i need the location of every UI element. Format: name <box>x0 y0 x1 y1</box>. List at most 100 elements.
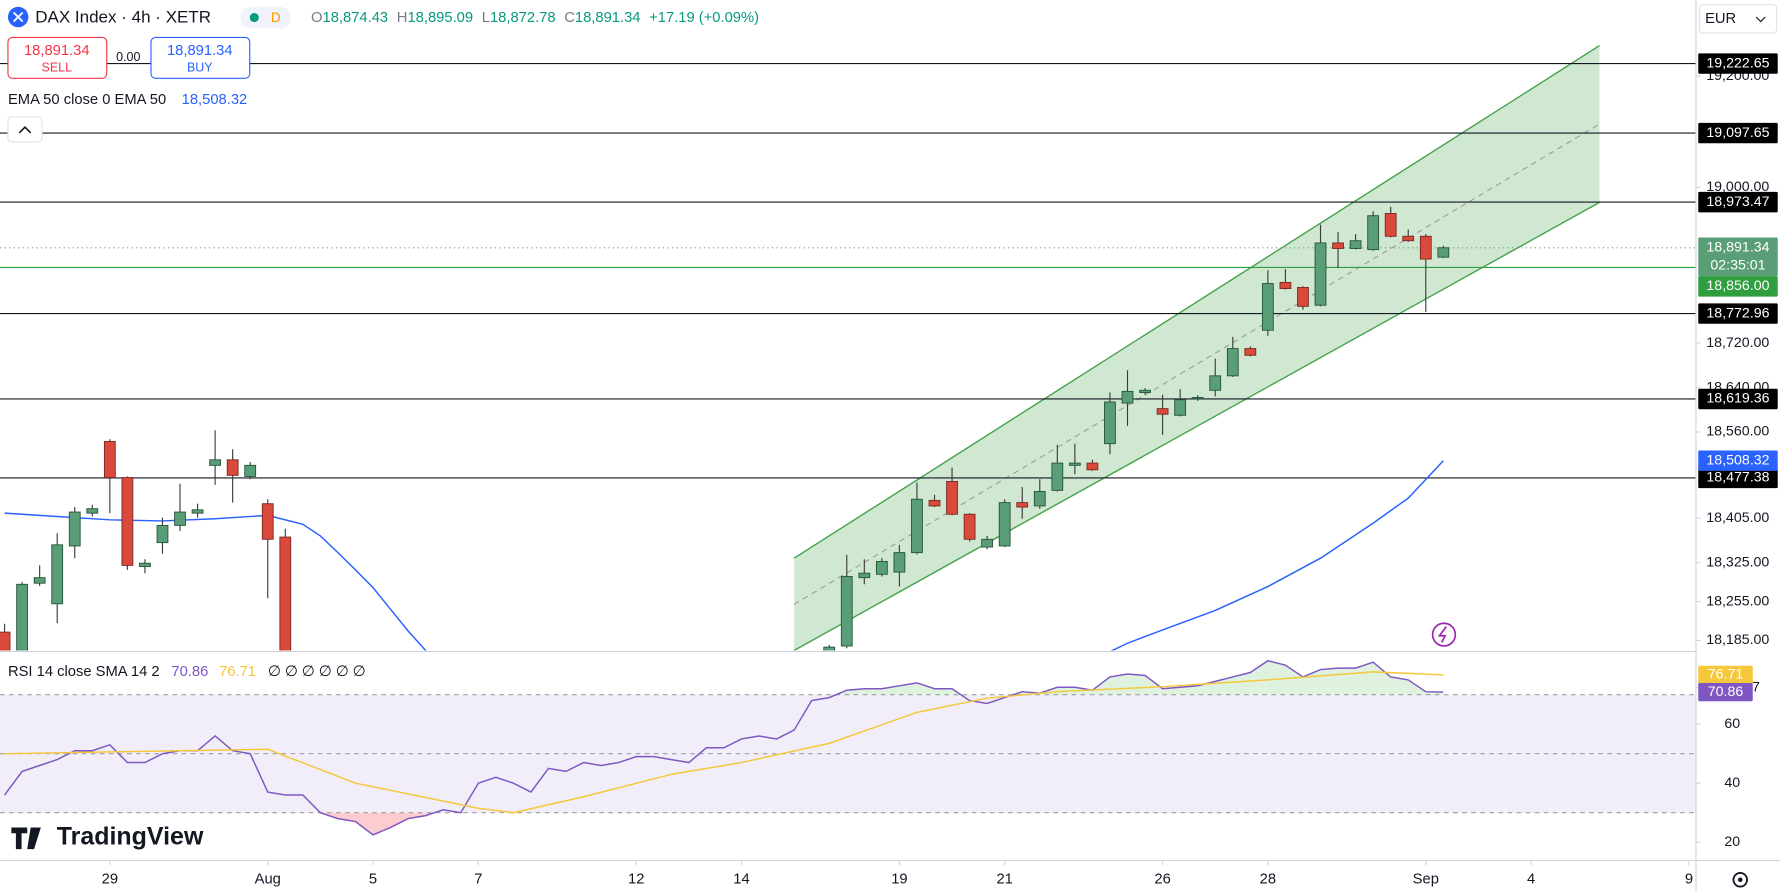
candle-body <box>1086 462 1099 471</box>
y-tick-label: 20 <box>1724 834 1740 850</box>
channel-lower <box>793 201 1600 651</box>
ohlc-key: H <box>397 10 408 26</box>
ohlc-key: O <box>311 10 322 26</box>
candle-body <box>1033 491 1046 507</box>
x-tick-label: 28 <box>1260 872 1276 888</box>
chevron-icon <box>18 126 32 134</box>
sma-line <box>4 671 1444 814</box>
symbol-title: DAX Index · 4h · XETR <box>35 8 211 27</box>
rsi-legend-value: 70.86 <box>171 664 208 680</box>
sell-button[interactable] <box>7 36 108 79</box>
channel-midline <box>793 123 1600 605</box>
candle-body <box>68 511 81 547</box>
candle-body <box>928 499 941 507</box>
logo-icon <box>11 827 41 850</box>
candle-body <box>244 464 257 477</box>
oversold-fill <box>4 812 1444 835</box>
candle-body <box>33 577 46 584</box>
channel-fill <box>794 45 1600 651</box>
dropdown-icon <box>1755 16 1766 23</box>
x-tick-label: 21 <box>996 872 1012 888</box>
candle-body <box>279 536 292 651</box>
event-icon[interactable] <box>1431 622 1457 647</box>
candle-body <box>86 508 99 514</box>
candle-body <box>1402 235 1415 242</box>
candle-body <box>226 459 239 476</box>
sell-label: SELL <box>42 60 73 74</box>
buy-button[interactable] <box>150 36 251 79</box>
ohlc-value: 18,872.78 <box>490 10 556 26</box>
candle-body <box>0 631 11 651</box>
candle-body <box>893 552 906 573</box>
x-tick-label: 19 <box>891 872 907 888</box>
x-tick-label: 5 <box>369 872 377 888</box>
candle-body <box>1156 408 1169 415</box>
ohlc-legend: O18,874.43 H18,895.09 L18,872.78 C18,891… <box>311 10 759 26</box>
candle-body <box>823 646 836 651</box>
last-price-label-bg <box>1698 237 1778 277</box>
axes: 19,200.0019,000.0018,720.0018,640.0018,5… <box>102 53 1778 888</box>
currency-select[interactable] <box>1698 3 1778 34</box>
candle-body <box>911 498 923 554</box>
delay-badge: D <box>271 10 281 25</box>
y-tick-label: 60 <box>1724 716 1740 732</box>
candle-body <box>139 562 151 567</box>
change: +17.19 (+0.09%) <box>649 10 759 26</box>
last-price-label-countdown: 02:35:01 <box>1710 258 1765 274</box>
candle-body <box>875 561 888 575</box>
settings-icon[interactable] <box>1732 872 1748 888</box>
candle-body <box>840 576 853 647</box>
candle-body <box>1191 397 1204 400</box>
x-tick-label: 7 <box>474 872 482 888</box>
candle-body <box>998 502 1011 547</box>
candle-body <box>156 524 169 544</box>
ema-legend-value: 18,508.32 <box>182 92 248 108</box>
ema-label: 18,508.32 <box>1706 452 1769 468</box>
y-tick-label: 19,000.00 <box>1706 179 1769 195</box>
candle-body <box>16 583 29 651</box>
candle-body <box>963 513 976 540</box>
sell-price: 18,891.34 <box>24 43 90 59</box>
y-tick-label: 18,405.00 <box>1706 510 1769 526</box>
level-label: 19,222.65 <box>1706 55 1769 71</box>
x-tick-label: 26 <box>1154 872 1170 888</box>
ema-label-bg <box>1698 450 1778 471</box>
rsi-null-values: ∅ ∅ ∅ ∅ ∅ ∅ <box>268 664 366 680</box>
candle-body <box>51 544 64 605</box>
candle-body <box>174 511 186 526</box>
candle-body <box>1297 286 1309 307</box>
rsi-pane <box>0 659 1696 836</box>
candle-body <box>209 459 222 466</box>
candle-body <box>858 572 871 579</box>
level-label: 18,973.47 <box>1706 194 1769 210</box>
x-tick-label: 4 <box>1527 872 1535 888</box>
candle-body <box>1349 240 1362 249</box>
y-tick-label: 18,325.00 <box>1706 554 1769 570</box>
x-tick-label: 12 <box>628 872 644 888</box>
ohlc-key: L <box>482 10 490 26</box>
sma-legend-value: 76.71 <box>219 664 256 680</box>
ema-legend: EMA 50 close 0 EMA 50 <box>8 92 166 108</box>
candle-body <box>1437 247 1450 258</box>
y-tick-label: 18,720.00 <box>1706 335 1769 351</box>
candle-body <box>946 481 958 515</box>
buy-price: 18,891.34 <box>167 43 233 59</box>
candle-body <box>1279 281 1292 289</box>
x-tick-label: 14 <box>733 872 749 888</box>
support-label: 18,856.00 <box>1706 278 1769 294</box>
spread: 0.00 <box>116 50 140 64</box>
last-price-label: 18,891.34 <box>1706 240 1769 256</box>
candle-body <box>1314 242 1327 306</box>
candle-body <box>261 503 274 540</box>
rsi-value-tag: 76.71 <box>1708 667 1744 683</box>
level-label-bg <box>1698 467 1778 489</box>
candle-body <box>1051 462 1064 491</box>
candle-body <box>103 440 116 479</box>
collapse-button[interactable] <box>7 116 43 143</box>
candle-body <box>1226 348 1239 377</box>
ohlc-value: 18,891.34 <box>575 10 641 26</box>
candle-body <box>1209 375 1222 391</box>
status-pill[interactable] <box>240 6 291 29</box>
